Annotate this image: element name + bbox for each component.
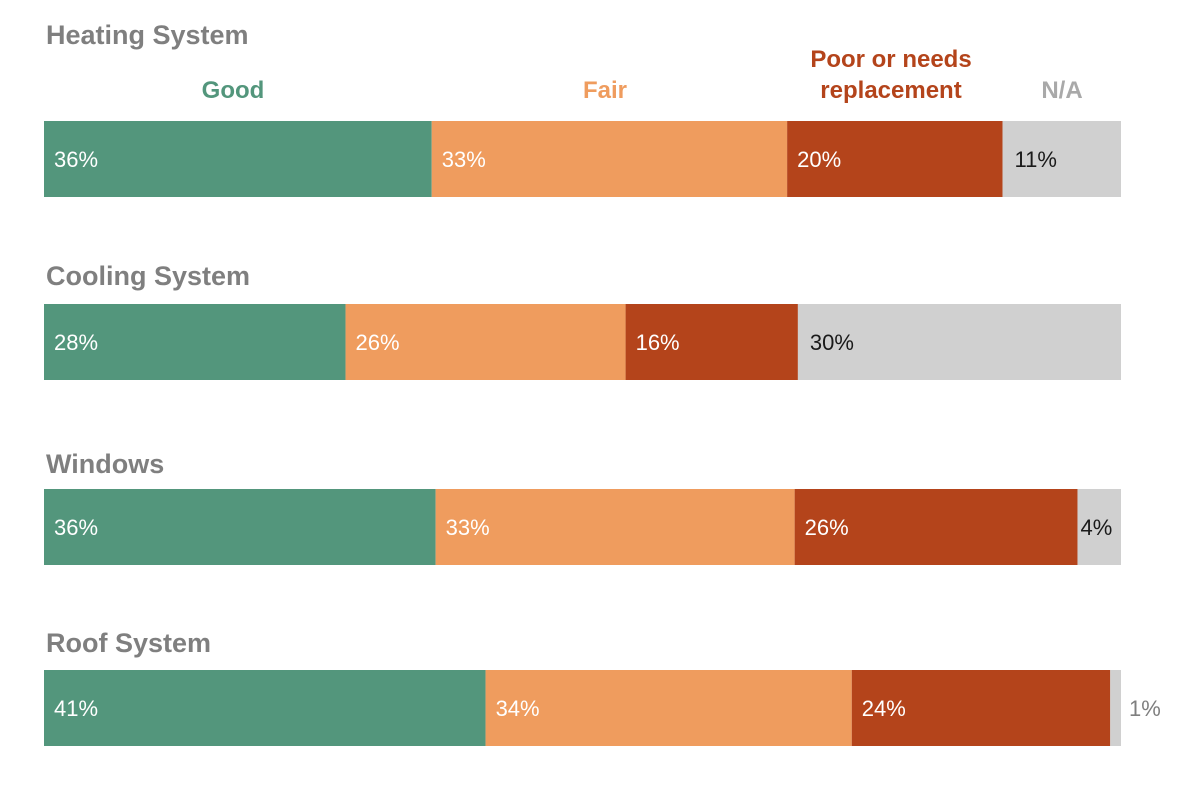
value-label-fair: 26% (356, 330, 400, 355)
bar-segment-good (44, 304, 346, 380)
value-label-poor: 26% (805, 515, 849, 540)
category-label: Roof System (46, 628, 211, 658)
bar-segment-poor (851, 670, 1111, 746)
bar-segment-poor (787, 121, 1003, 197)
bar-segment-poor (625, 304, 798, 380)
value-label-poor: 24% (862, 696, 906, 721)
value-label-poor: 16% (636, 330, 680, 355)
bar-segment-fair (485, 670, 852, 746)
bar-segment-na (1077, 489, 1121, 565)
bar-segment-good (44, 121, 432, 197)
bar-group-cooling-system: Cooling System 28% 26% 16% 30% (44, 261, 1121, 380)
value-label-na: 30% (810, 330, 854, 355)
value-label-good: 28% (54, 330, 98, 355)
category-label: Heating System (46, 20, 249, 50)
value-label-fair: 33% (442, 147, 486, 172)
bar-segment-fair (431, 121, 788, 197)
bar-segment-fair (345, 304, 626, 380)
bar-segment-na (1002, 121, 1121, 197)
value-label-poor: 20% (797, 147, 841, 172)
value-label-na: 1% (1129, 696, 1161, 721)
value-label-good: 36% (54, 147, 98, 172)
bar-segment-na (1110, 670, 1121, 746)
bar-segment-na (797, 304, 1121, 380)
legend-fair: Fair (583, 77, 627, 104)
category-label: Windows (46, 449, 164, 479)
legend-poor: Poor or needs replacement (810, 46, 971, 104)
bar-segment-good (44, 489, 436, 565)
bar-segment-fair (435, 489, 795, 565)
value-label-na: 4% (1080, 515, 1112, 540)
bar-group-roof-system: Roof System 41% 34% 24% 1% (44, 628, 1161, 746)
bar-segment-poor (794, 489, 1078, 565)
legend-good: Good (202, 77, 265, 104)
value-label-good: 36% (54, 515, 98, 540)
bar-segment-good (44, 670, 486, 746)
value-label-fair: 33% (446, 515, 490, 540)
value-label-good: 41% (54, 696, 98, 721)
bar-group-heating-system: Heating System 36% 33% 20% 11% (44, 20, 1121, 197)
legend-na: N/A (1041, 77, 1082, 104)
value-label-fair: 34% (496, 696, 540, 721)
bar-group-windows: Windows 36% 33% 26% 4% (44, 449, 1121, 565)
category-label: Cooling System (46, 261, 250, 291)
value-label-na: 11% (1015, 147, 1057, 172)
